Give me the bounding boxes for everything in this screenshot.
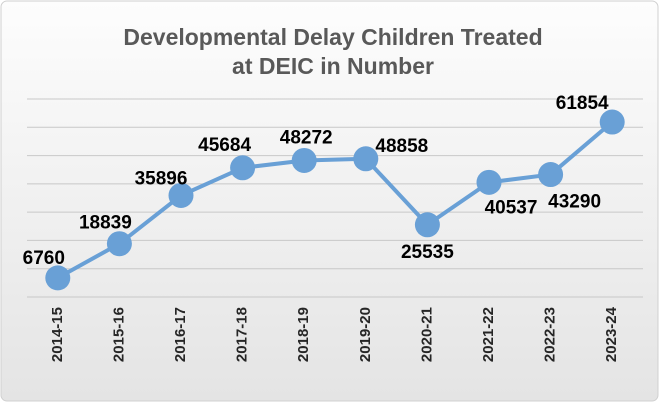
x-tick-label: 2020-21 xyxy=(418,307,435,362)
data-label: 6760 xyxy=(23,248,65,269)
marker xyxy=(414,212,440,238)
marker xyxy=(106,231,132,257)
x-tick-label: 2021-22 xyxy=(480,307,497,362)
marker xyxy=(291,147,317,173)
marker xyxy=(45,265,71,291)
chart-subtitle: at DEIC in Number xyxy=(232,53,434,79)
chart-title: Developmental Delay Children Treated xyxy=(123,24,542,50)
x-tick-label: 2017-18 xyxy=(234,307,251,362)
data-label: 48858 xyxy=(375,136,428,157)
data-label: 25535 xyxy=(401,242,454,263)
x-tick-label: 2018-19 xyxy=(295,307,312,362)
data-label: 40537 xyxy=(485,197,538,218)
x-tick-label: 2014-15 xyxy=(49,307,66,362)
data-label: 43290 xyxy=(548,192,601,213)
marker xyxy=(476,169,502,195)
series-line xyxy=(56,120,614,280)
data-label: 45684 xyxy=(198,135,251,156)
marker xyxy=(353,146,379,172)
marker xyxy=(230,155,256,181)
marker xyxy=(599,109,625,135)
x-tick-label: 2016-17 xyxy=(172,307,189,362)
data-label: 18839 xyxy=(79,213,132,234)
x-tick-label: 2019-20 xyxy=(357,307,374,362)
x-tick-label: 2022-23 xyxy=(542,307,559,362)
marker xyxy=(168,182,194,208)
data-label: 35896 xyxy=(135,168,188,189)
marker xyxy=(538,162,564,188)
data-label: 48272 xyxy=(280,127,333,148)
x-tick-label: 2023-24 xyxy=(603,306,620,362)
x-tick-label: 2015-16 xyxy=(110,307,127,362)
data-label: 61854 xyxy=(556,93,609,114)
